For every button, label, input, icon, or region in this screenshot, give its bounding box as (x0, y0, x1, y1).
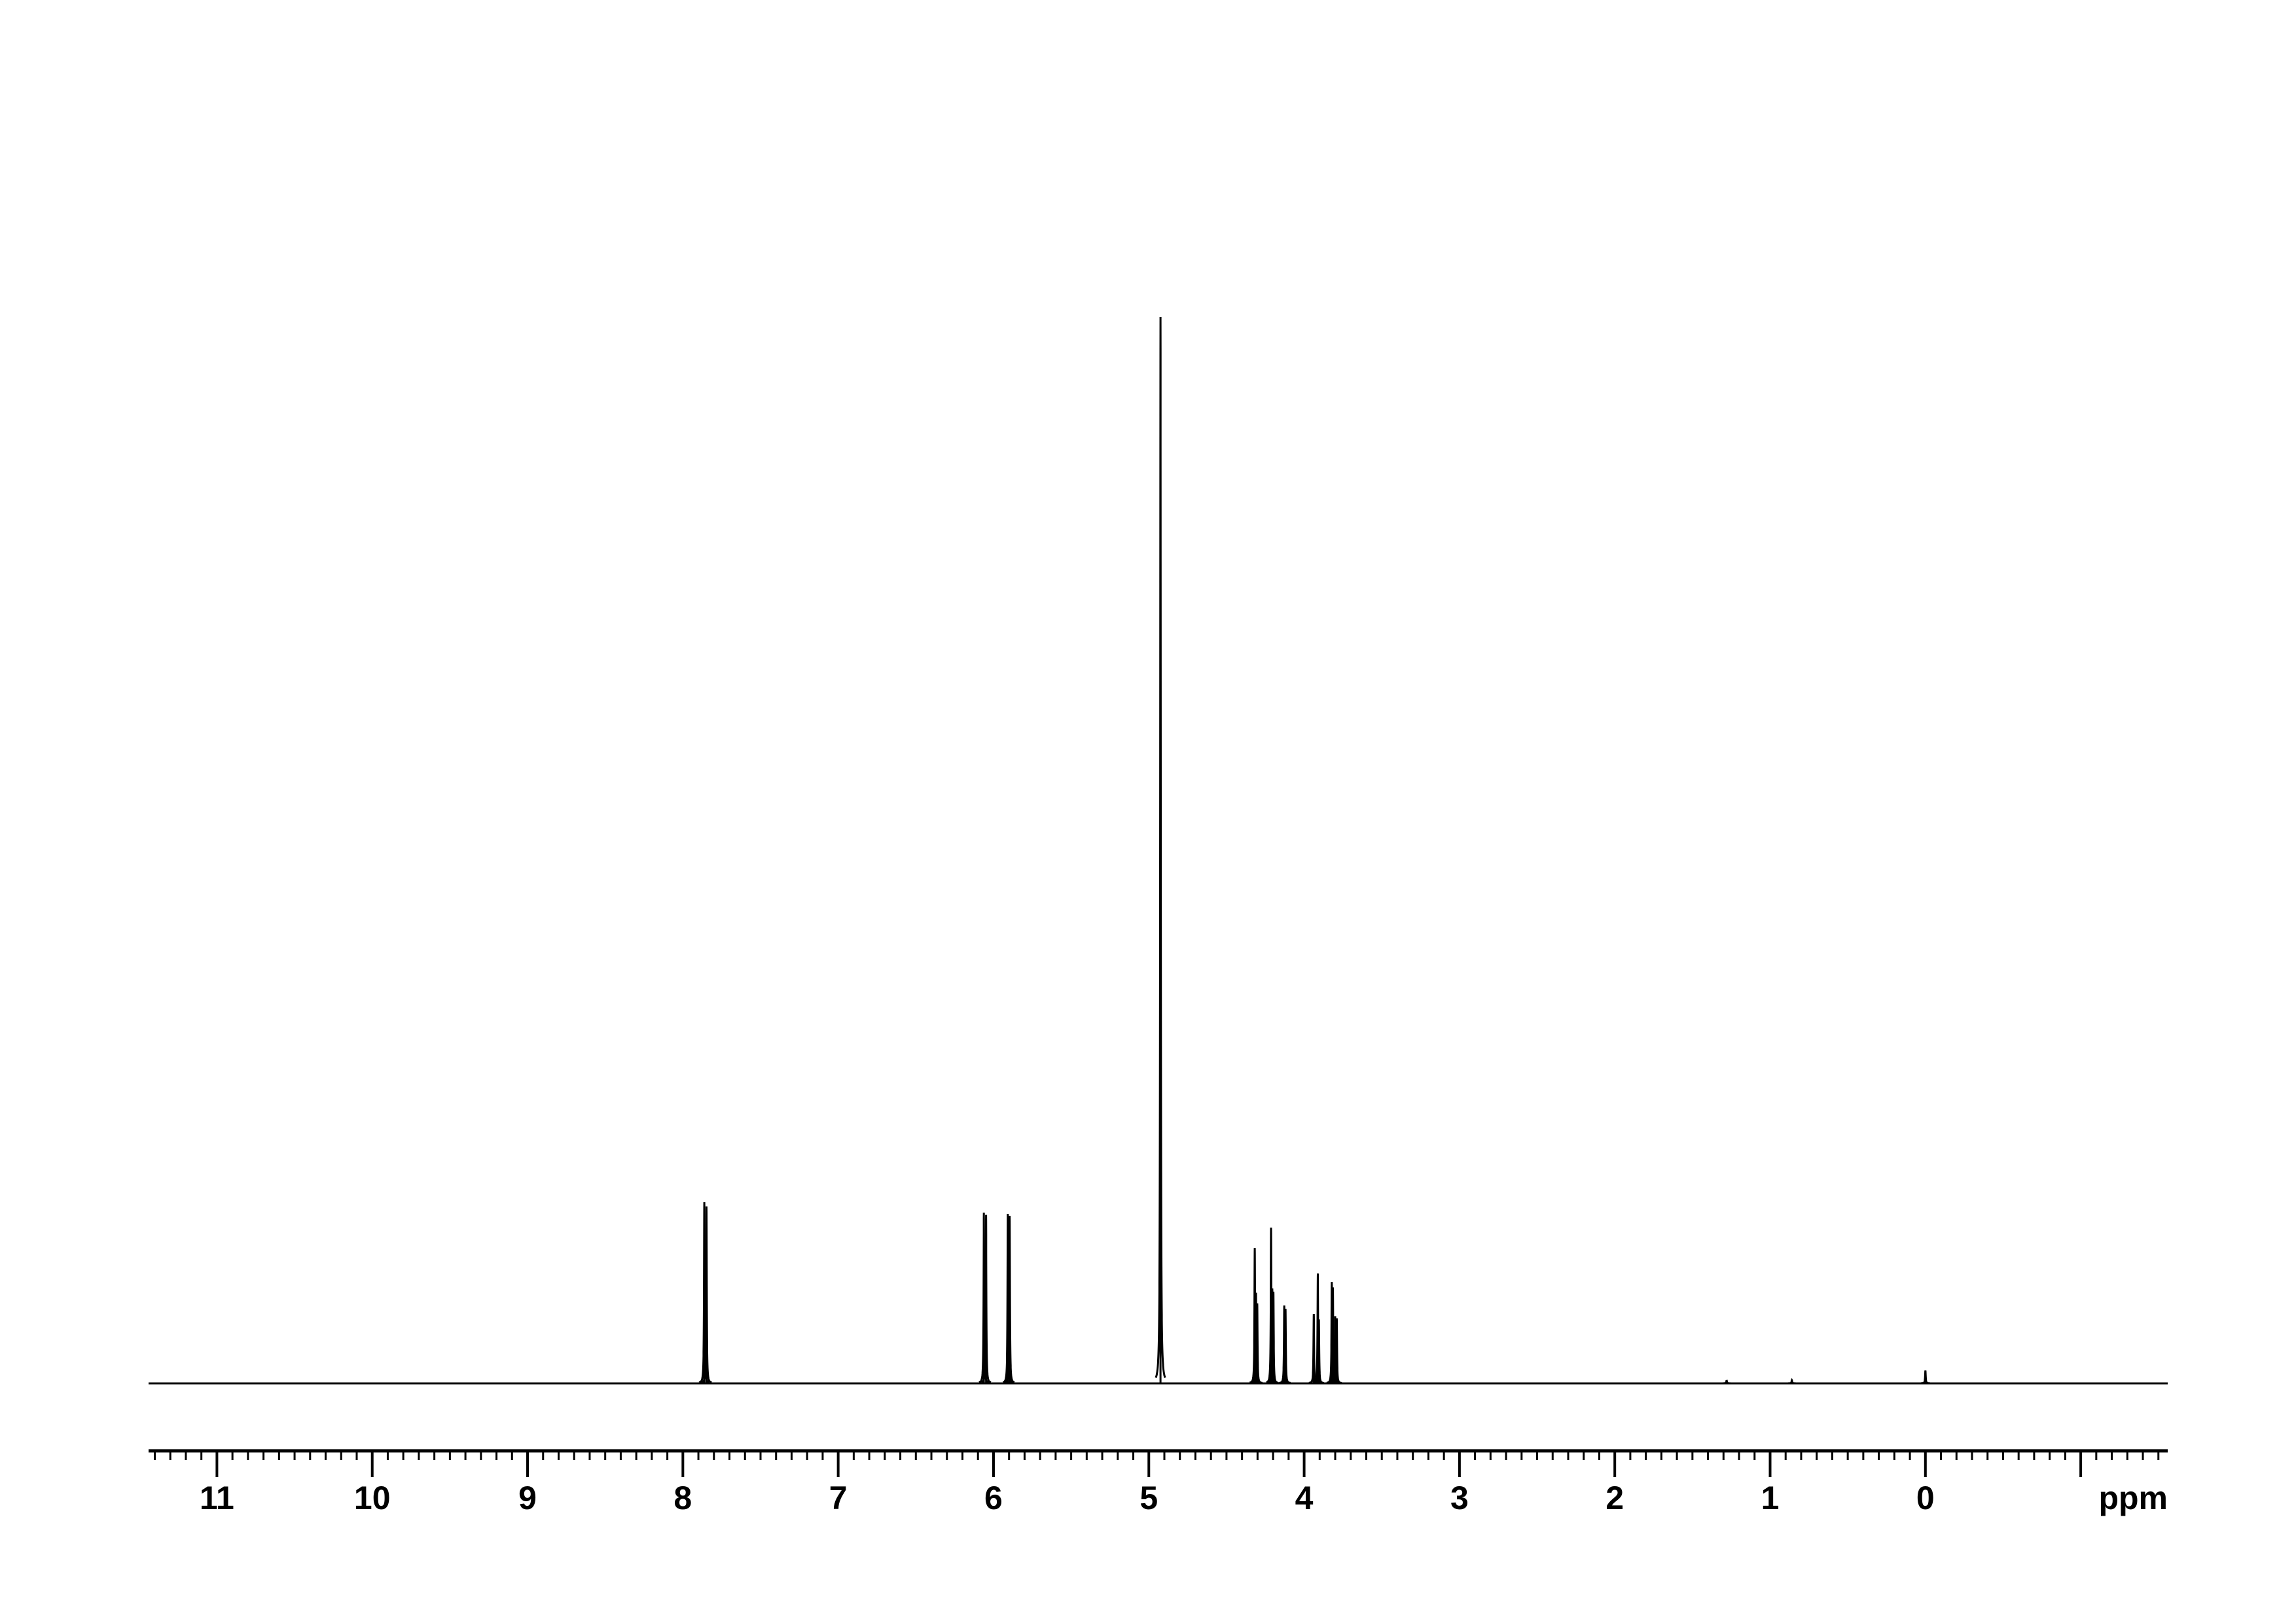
tick-label: 6 (984, 1480, 1003, 1516)
spectrum-peak-9 (1252, 1303, 1263, 1384)
spectrum-peak-5 (1004, 1216, 1015, 1384)
spectrum-peak-14 (1280, 1308, 1291, 1384)
tick-label: 1 (1761, 1480, 1780, 1516)
tick-label: 3 (1450, 1480, 1469, 1516)
tick-label: 4 (1295, 1480, 1314, 1516)
tick-label: 8 (673, 1480, 692, 1516)
tick-label: 9 (518, 1480, 537, 1516)
spectrum-peak-21 (1331, 1318, 1342, 1384)
spectrum-peak-12 (1268, 1291, 1279, 1384)
tick-label: 0 (1916, 1480, 1935, 1516)
tick-label: 7 (829, 1480, 848, 1516)
x-axis-label: ppm (2098, 1480, 2168, 1516)
spectrum-peak-22 (1721, 1379, 1732, 1385)
tick-label: 10 (354, 1480, 391, 1516)
spectrum-peak-6 (1155, 316, 1166, 1383)
spectrum-peak-24 (1920, 1370, 1930, 1385)
spectrum-peak-23 (1787, 1377, 1797, 1385)
spectrum-peak-17 (1314, 1319, 1325, 1384)
spectrum-trace (149, 316, 2168, 1385)
tick-label: 5 (1139, 1480, 1158, 1516)
tick-label: 11 (200, 1480, 234, 1516)
x-axis-ticks (153, 1451, 2160, 1477)
spectrum-peak-3 (980, 1214, 992, 1384)
spectrum-peak-4 (1002, 1213, 1013, 1384)
x-axis-tick-labels: 11 10 9 8 7 6 5 4 3 2 1 0 (200, 1480, 1935, 1516)
tick-label: 2 (1605, 1480, 1624, 1516)
spectrum-peak-1 (701, 1206, 712, 1383)
